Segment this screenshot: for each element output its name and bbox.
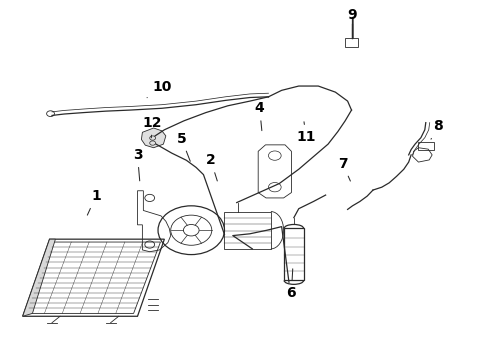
Bar <box>344 39 358 47</box>
Text: 7: 7 <box>338 157 350 181</box>
Text: 11: 11 <box>296 122 316 144</box>
Text: 12: 12 <box>143 116 162 138</box>
Bar <box>418 142 434 149</box>
Polygon shape <box>142 128 166 148</box>
Text: 9: 9 <box>348 8 357 36</box>
Text: 1: 1 <box>87 189 101 215</box>
Text: 4: 4 <box>255 101 265 131</box>
Text: 3: 3 <box>133 148 142 181</box>
Text: 10: 10 <box>147 80 172 98</box>
Text: 2: 2 <box>206 153 217 181</box>
Bar <box>284 228 304 280</box>
Polygon shape <box>23 239 55 316</box>
Text: 6: 6 <box>287 269 296 300</box>
Text: 8: 8 <box>431 119 443 139</box>
Text: 5: 5 <box>176 132 190 161</box>
Bar <box>224 212 271 249</box>
